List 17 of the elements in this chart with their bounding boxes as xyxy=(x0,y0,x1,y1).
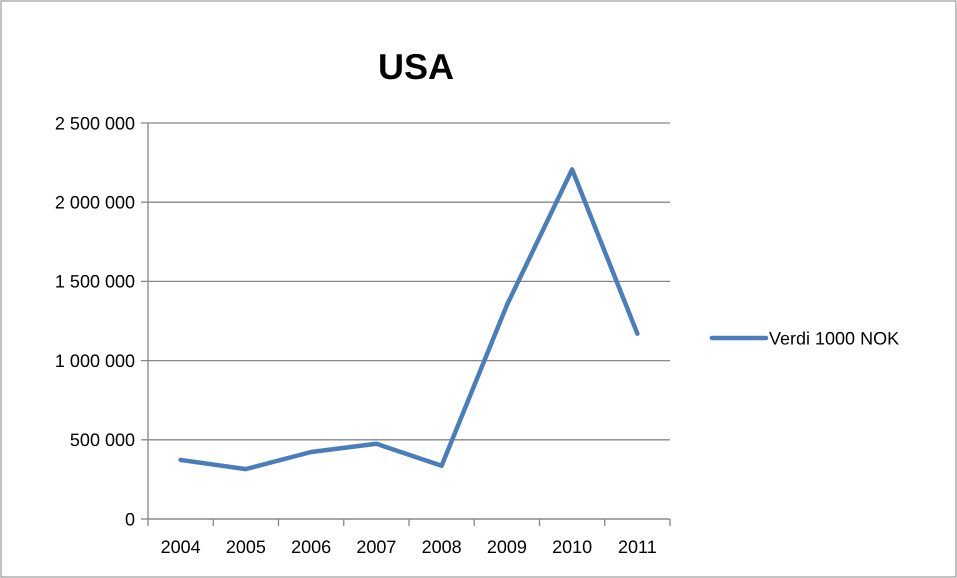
y-tick-label: 1 500 000 xyxy=(54,272,135,292)
x-tick-label: 2005 xyxy=(226,537,266,557)
x-tick-label: 2004 xyxy=(160,537,201,557)
x-tick-label: 2011 xyxy=(618,537,657,557)
legend-label: Verdi 1000 NOK xyxy=(769,328,900,348)
y-tick-label: 2 500 000 xyxy=(54,113,135,134)
x-tick-label: 2010 xyxy=(552,537,592,557)
y-tick-label: 1 000 000 xyxy=(54,350,135,371)
x-tick-label: 2008 xyxy=(422,537,462,557)
chart-title: USA xyxy=(378,46,454,87)
x-tick-label: 2006 xyxy=(291,537,332,557)
y-tick-label: 2 000 000 xyxy=(54,192,135,212)
y-tick-label: 500 000 xyxy=(70,430,135,450)
line-series xyxy=(178,167,640,472)
x-tick-label: 2007 xyxy=(356,537,396,557)
x-tick-label: 2009 xyxy=(486,537,527,557)
y-tick-label: 0 xyxy=(124,509,135,530)
